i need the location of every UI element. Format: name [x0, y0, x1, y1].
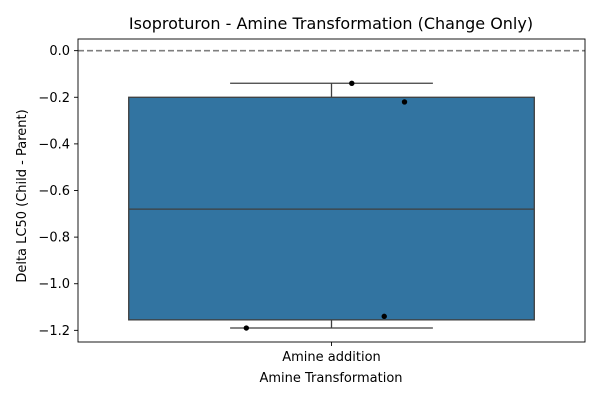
data-point-2 [401, 99, 408, 105]
y-tick-label: −1.2 [38, 324, 70, 339]
y-tick-label: 0.0 [49, 44, 70, 59]
y-axis-label: Delta LC50 (Child - Parent) [15, 109, 30, 282]
y-tick-label: −0.4 [38, 137, 70, 152]
x-tick-label: Amine addition [282, 350, 381, 365]
y-tick-label: −1.0 [38, 277, 70, 292]
data-point-1 [349, 80, 355, 86]
y-tick-label: −0.2 [38, 91, 70, 106]
chart-title: Isoproturon - Amine Transformation (Chan… [129, 14, 533, 33]
y-tick-label: −0.6 [38, 184, 70, 199]
y-tick-label: −0.8 [38, 231, 70, 246]
plot-area: 0.0 −0.2 −0.4 −0.6 −0.8 −1.0 −1.2 Amine additio… [38, 38, 586, 365]
data-point-3 [381, 313, 387, 320]
x-axis-label: Amine Transformation [259, 371, 402, 386]
data-point-4 [243, 325, 250, 331]
